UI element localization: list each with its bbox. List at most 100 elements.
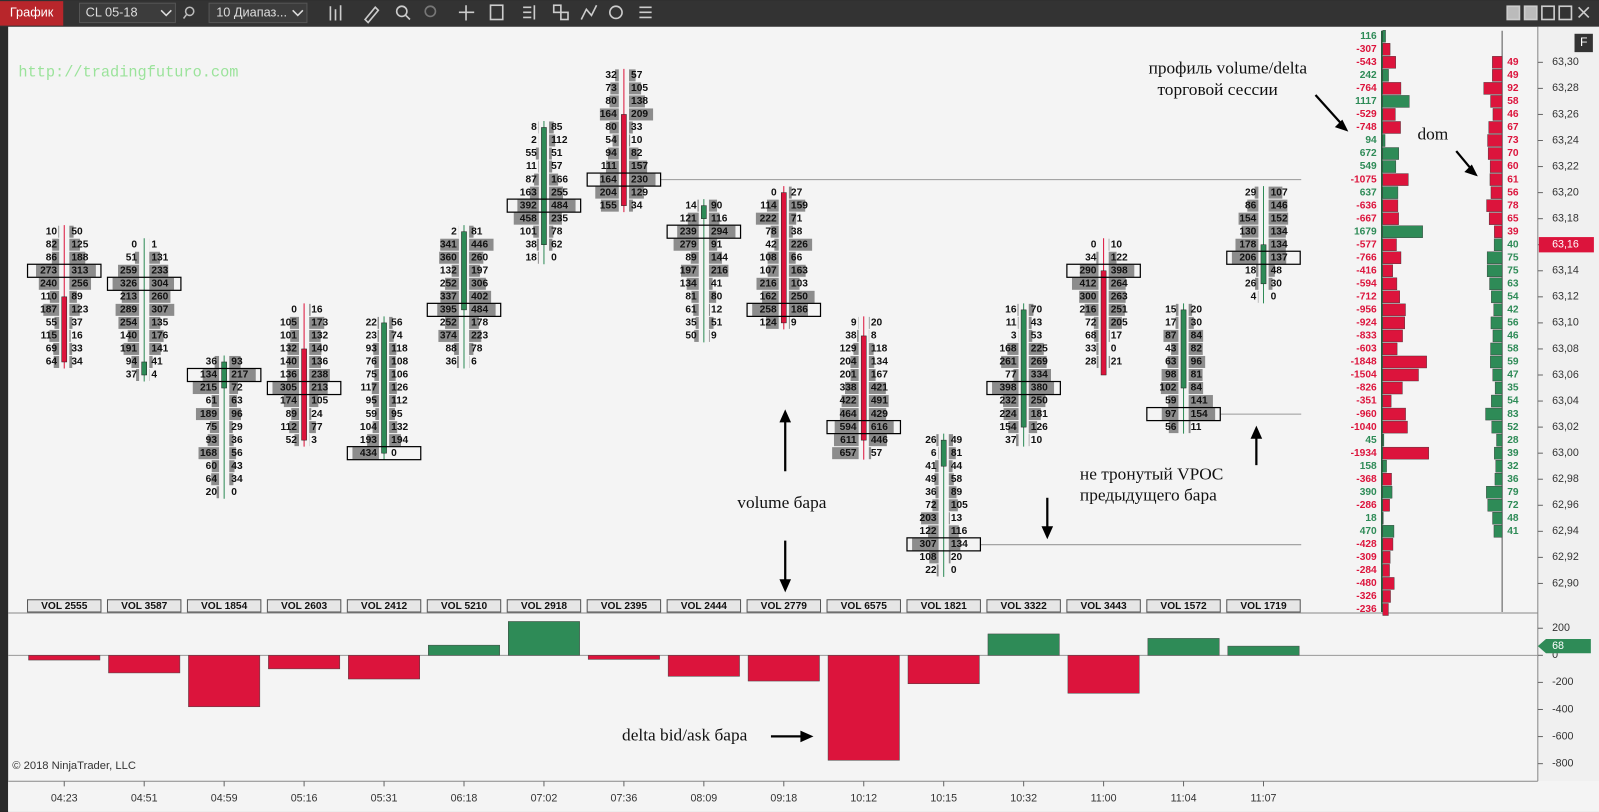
- bid-volume-bar: [533, 225, 539, 238]
- profile-bar: [1382, 251, 1402, 264]
- bid-volume-bar: [1079, 264, 1099, 277]
- bid-volume: 193: [360, 435, 377, 446]
- profile-delta: -428: [1356, 539, 1377, 550]
- bid-volume-bar: [687, 212, 699, 225]
- profile-bar: [1382, 603, 1389, 616]
- dom-ask: 60: [1507, 161, 1519, 172]
- profile-bar: [1382, 407, 1406, 421]
- volume-label: VOL 2918: [521, 601, 568, 612]
- volume-label: VOL 1821: [921, 601, 968, 612]
- bid-volume-bar: [38, 277, 60, 290]
- bid-volume-bar: [599, 173, 619, 186]
- ask-volume-bar: [469, 277, 486, 290]
- ask-volume-bar: [948, 512, 950, 525]
- period-select[interactable]: [208, 2, 308, 24]
- ask-volume: 33: [631, 122, 643, 133]
- bid-volume-bar: [921, 512, 939, 525]
- ask-volume: 269: [1031, 357, 1048, 368]
- ask-volume: 90: [711, 200, 723, 211]
- bid-volume: 215: [200, 383, 217, 394]
- profile-bar: [1382, 69, 1389, 82]
- bid-volume-bar: [1168, 395, 1179, 408]
- bid-volume-bar: [1247, 199, 1259, 212]
- bid-volume: 458: [520, 213, 537, 224]
- bid-volume: 2: [531, 135, 537, 146]
- price-tick-label: 63,14: [1552, 265, 1579, 277]
- price-tick-label: 63,10: [1552, 317, 1579, 329]
- tab-label[interactable]: График: [10, 5, 54, 20]
- toolbar-icons[interactable]: [329, 4, 1590, 24]
- delta-value-box: [1537, 638, 1591, 654]
- ask-volume-bar: [69, 355, 73, 368]
- ask-volume: 205: [1111, 318, 1128, 329]
- ask-volume: 81: [951, 448, 963, 459]
- profile-bar: [1382, 538, 1394, 551]
- ask-volume: 74: [391, 331, 403, 342]
- ask-volume-bar: [868, 382, 886, 395]
- bid-volume: 64: [46, 357, 58, 368]
- ask-volume-bar: [708, 277, 713, 290]
- corner-button[interactable]: [1574, 33, 1593, 53]
- dom-ask-bar: [1487, 134, 1503, 147]
- instrument-select[interactable]: [79, 2, 176, 24]
- ask-volume: 134: [1271, 226, 1288, 237]
- ask-volume-bar: [1028, 316, 1032, 329]
- ask-volume: 141: [151, 344, 168, 355]
- instrument-label[interactable]: CL 05-18: [86, 5, 138, 20]
- ask-volume: 20: [1191, 305, 1203, 316]
- bid-volume-bar: [43, 303, 60, 316]
- bid-volume-bar: [536, 238, 539, 251]
- bid-volume: 102: [1159, 383, 1176, 394]
- tab[interactable]: [0, 1, 64, 26]
- bid-volume: 611: [840, 435, 857, 446]
- delta-bar: [507, 621, 580, 656]
- bid-volume: 168: [200, 448, 217, 459]
- ask-volume-bar: [1188, 355, 1206, 368]
- dom-ask-bar: [1483, 82, 1503, 95]
- corner-button-label[interactable]: F: [1580, 35, 1587, 49]
- bid-volume: 398: [1000, 383, 1017, 394]
- profile-bar: [1382, 43, 1391, 56]
- ask-volume-bar: [1028, 395, 1046, 408]
- bid-volume-bar: [770, 225, 779, 238]
- ask-volume: 313: [71, 265, 88, 276]
- ask-volume-bar: [1028, 408, 1041, 421]
- price-tick-label: 63,08: [1552, 343, 1579, 355]
- bid-volume: 273: [40, 265, 57, 276]
- ask-volume-bar: [549, 199, 576, 212]
- ask-volume: 0: [951, 565, 957, 576]
- volume-label: VOL 3322: [1001, 601, 1048, 612]
- search-icon[interactable]: [184, 6, 195, 17]
- ask-volume-bar: [549, 173, 559, 186]
- bid-volume: 80: [605, 96, 617, 107]
- bid-volume: 130: [1239, 226, 1256, 237]
- bid-volume-bar: [1001, 355, 1019, 368]
- bid-volume-bar: [912, 538, 939, 551]
- delta-bar: [28, 655, 101, 661]
- ask-volume: 1: [151, 239, 157, 250]
- ask-volume-bar: [788, 225, 793, 238]
- bid-volume-bar: [374, 368, 379, 382]
- ask-volume: 10: [1111, 239, 1123, 250]
- ask-volume: 118: [871, 344, 888, 355]
- price-tick-label: 63,20: [1552, 186, 1579, 198]
- ask-volume: 135: [151, 318, 168, 329]
- period-label[interactable]: 10 Диапаз...: [216, 5, 287, 20]
- ask-volume: 84: [1191, 331, 1203, 342]
- bid-volume-bar: [936, 434, 939, 447]
- bid-volume: 89: [286, 409, 298, 420]
- bid-volume: 338: [840, 383, 857, 394]
- bid-volume: 154: [1239, 213, 1256, 224]
- dom-bid-bar: [1495, 459, 1503, 473]
- bid-volume: 93: [366, 344, 378, 355]
- ask-volume-bar: [628, 69, 636, 82]
- ask-volume-bar: [1028, 368, 1051, 382]
- bid-volume: 37: [126, 370, 138, 381]
- vpoc-box: [186, 367, 262, 383]
- bid-volume-bar: [127, 329, 140, 342]
- candle-body: [461, 231, 467, 311]
- bid-volume: 78: [765, 226, 777, 237]
- profile-bar: [1382, 590, 1391, 603]
- ask-volume-bar: [1108, 290, 1126, 303]
- dom-bid-bar: [1493, 525, 1503, 538]
